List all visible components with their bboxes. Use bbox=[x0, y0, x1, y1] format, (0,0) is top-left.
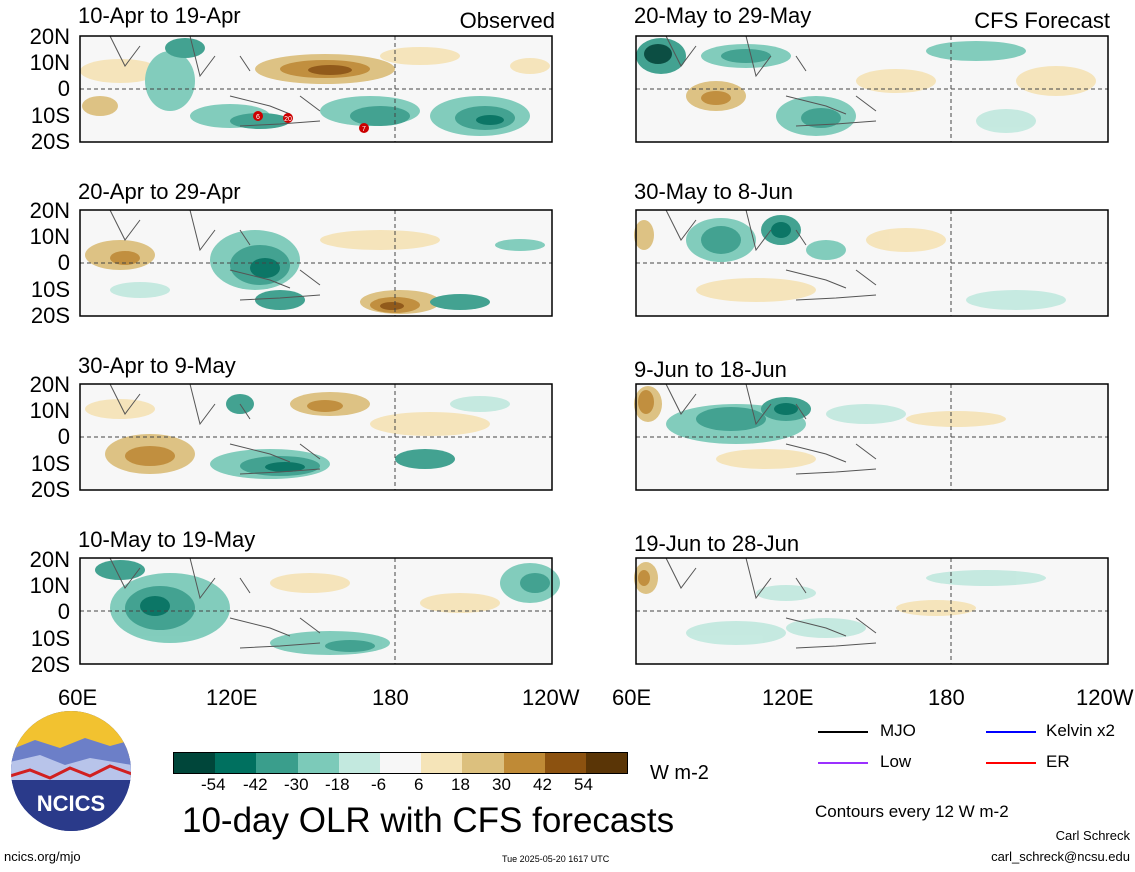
colorbar-swatch bbox=[585, 753, 628, 773]
colorbar-tick: -30 bbox=[284, 775, 309, 794]
contours-note: Contours every 12 W m-2 bbox=[815, 802, 1009, 821]
storm-marker: 7 bbox=[359, 123, 369, 133]
colorbar-tick: 6 bbox=[414, 775, 424, 794]
author: Carl Schreck bbox=[1055, 828, 1130, 843]
forecast-label: CFS Forecast bbox=[974, 8, 1110, 33]
forecast-panel-2-title: 30-May to 8-Jun bbox=[634, 179, 793, 204]
colorbar-tick: -18 bbox=[325, 775, 350, 794]
colorbar-swatch bbox=[503, 753, 545, 773]
colorbar-tick: 30 bbox=[492, 775, 511, 794]
colorbar-units: W m-2 bbox=[650, 762, 709, 784]
colorbar-tick: -42 bbox=[243, 775, 268, 794]
lat-label: 20S bbox=[30, 652, 70, 677]
lat-label: 10S bbox=[30, 626, 70, 651]
forecast-map-1 bbox=[635, 35, 1109, 143]
colorbar-swatch bbox=[462, 753, 504, 773]
lon-label: 120E bbox=[762, 685, 814, 710]
lon-label: 60E bbox=[612, 685, 652, 710]
lat-label: 10N bbox=[29, 224, 70, 249]
observed-map-3 bbox=[79, 383, 553, 491]
legend-label-mjo: MJO bbox=[880, 721, 916, 740]
colorbar-tick: -54 bbox=[201, 775, 226, 794]
legend-line-low bbox=[818, 762, 868, 764]
svg-text:20: 20 bbox=[284, 116, 292, 123]
lon-label: 120W bbox=[1076, 685, 1134, 710]
lat-label: 10N bbox=[29, 398, 70, 423]
observed-panel-3-title: 30-Apr to 9-May bbox=[78, 353, 236, 378]
timestamp: Tue 2025-05-20 1617 UTC bbox=[502, 854, 610, 864]
lon-label: 180 bbox=[372, 685, 409, 710]
email[interactable]: carl_schreck@ncsu.edu bbox=[991, 849, 1130, 864]
lat-label: 20N bbox=[29, 24, 70, 49]
lon-label: 120W bbox=[522, 685, 580, 710]
lat-label: 0 bbox=[57, 424, 70, 449]
lat-label: 20S bbox=[30, 303, 70, 328]
forecast-map-2 bbox=[634, 209, 1109, 317]
observed-panel-2-title: 20-Apr to 29-Apr bbox=[78, 179, 241, 204]
lat-label: 20N bbox=[29, 372, 70, 397]
colorbar-swatch bbox=[215, 753, 257, 773]
legend-label-low: Low bbox=[880, 752, 912, 771]
ncics-logo: NCICS bbox=[11, 711, 131, 831]
forecast-map-3 bbox=[634, 383, 1109, 491]
colorbar-swatch bbox=[544, 753, 586, 773]
observed-panel-4-title: 10-May to 19-May bbox=[78, 527, 256, 552]
colorbar-swatch bbox=[379, 753, 422, 773]
forecast-panel-1-title: 20-May to 29-May bbox=[634, 3, 812, 28]
legend-label-kelvin: Kelvin x2 bbox=[1046, 721, 1115, 740]
observed-map-1: 6 20 7 bbox=[79, 35, 553, 143]
colorbar-swatch bbox=[256, 753, 298, 773]
lat-label: 10S bbox=[30, 103, 70, 128]
lat-label: 10S bbox=[30, 277, 70, 302]
legend-label-er: ER bbox=[1046, 752, 1070, 771]
observed-map-2 bbox=[79, 209, 553, 317]
svg-text:6: 6 bbox=[256, 114, 260, 121]
lat-label: 10N bbox=[29, 50, 70, 75]
colorbar-swatch bbox=[421, 753, 463, 773]
lon-label: 180 bbox=[928, 685, 965, 710]
lat-label: 10N bbox=[29, 573, 70, 598]
svg-text:7: 7 bbox=[362, 126, 366, 133]
lat-label: 10S bbox=[30, 451, 70, 476]
lon-label: 120E bbox=[206, 685, 258, 710]
observed-panel-1-title: 10-Apr to 19-Apr bbox=[78, 3, 241, 28]
forecast-panel-3-title: 9-Jun to 18-Jun bbox=[634, 357, 787, 382]
colorbar-tick: 54 bbox=[574, 775, 593, 794]
observed-label: Observed bbox=[459, 8, 555, 33]
storm-marker: 20 bbox=[283, 113, 293, 123]
colorbar-swatch bbox=[338, 753, 380, 773]
forecast-panel-4-title: 19-Jun to 28-Jun bbox=[634, 531, 800, 556]
legend-line-er bbox=[986, 762, 1036, 764]
legend-line-mjo bbox=[818, 731, 868, 733]
colorbar-tick: 18 bbox=[451, 775, 470, 794]
colorbar-tick: 42 bbox=[533, 775, 552, 794]
legend-line-kelvin bbox=[986, 731, 1036, 733]
svg-text:NCICS: NCICS bbox=[37, 791, 105, 816]
main-title: 10-day OLR with CFS forecasts bbox=[182, 801, 675, 840]
storm-marker: 6 bbox=[253, 111, 263, 121]
observed-map-4 bbox=[79, 557, 560, 665]
lat-label: 20S bbox=[30, 477, 70, 502]
lon-label: 60E bbox=[58, 685, 98, 710]
colorbar-tick: -6 bbox=[371, 775, 387, 794]
lat-label: 0 bbox=[57, 599, 70, 624]
colorbar bbox=[173, 752, 628, 774]
lat-label: 0 bbox=[57, 250, 70, 275]
lat-label: 0 bbox=[57, 76, 70, 101]
lat-label: 20N bbox=[29, 547, 70, 572]
lat-label: 20N bbox=[29, 198, 70, 223]
forecast-map-4 bbox=[634, 557, 1109, 665]
lat-label: 20S bbox=[30, 129, 70, 154]
website-link[interactable]: ncics.org/mjo bbox=[4, 849, 81, 864]
colorbar-swatch bbox=[297, 753, 339, 773]
colorbar-swatch bbox=[174, 753, 216, 773]
